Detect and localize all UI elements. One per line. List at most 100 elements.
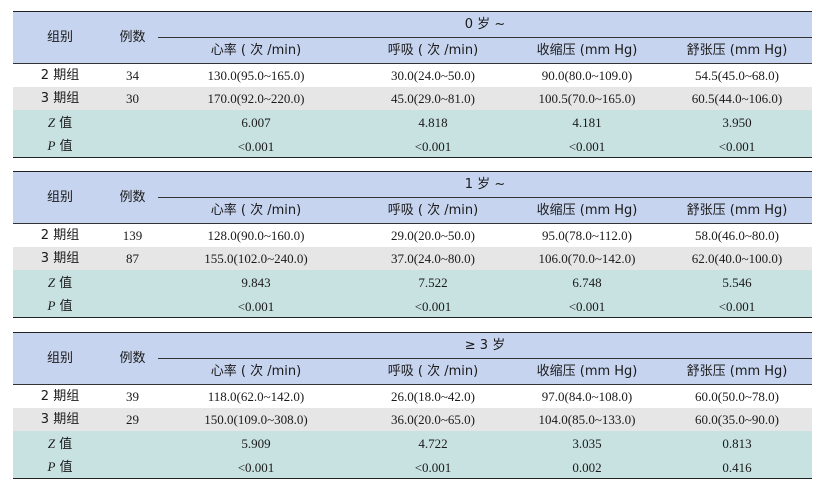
- hr-header: 心率 ( 次 /min): [158, 197, 354, 224]
- z-label: Z 值: [13, 431, 107, 456]
- rr-header: 呼吸 ( 次 /min): [354, 358, 512, 385]
- z-value-row: Z 值 6.007 4.818 4.181 3.950: [13, 110, 812, 135]
- count-cell: 87: [107, 247, 158, 270]
- z-label: Z 值: [13, 270, 107, 295]
- hr-cell: 128.0(90.0~160.0): [158, 223, 354, 247]
- stats-table-section-2: 组别 例数 1 岁 ~ 心率 ( 次 /min) 呼吸 ( 次 /min) 收缩压 (mm…: [13, 171, 812, 318]
- count-header: 例数: [107, 332, 158, 385]
- stats-table-section-1: 组别 例数 0 岁 ~ 心率 ( 次 /min) 呼吸 ( 次 /min) 收缩压 (mm…: [13, 11, 812, 158]
- z-value-row: Z 值 5.909 4.722 3.035 0.813: [13, 431, 812, 456]
- sbp-header: 收缩压 (mm Hg): [512, 358, 662, 385]
- z-dbp-cell: 5.546: [662, 270, 812, 295]
- p-rr-cell: <0.001: [354, 135, 512, 158]
- table-row: 3 期组 29 150.0(109.0~308.0) 36.0(20.0~65.0) 1…: [13, 408, 812, 431]
- z-sbp-cell: 3.035: [512, 431, 662, 456]
- dbp-cell: 62.0(40.0~100.0): [662, 247, 812, 270]
- group-cell: 3 期组: [13, 247, 107, 270]
- group-header: 组别: [13, 332, 107, 385]
- sbp-cell: 100.5(70.0~165.0): [512, 87, 662, 110]
- table-row: 2 期组 34 130.0(95.0~165.0) 30.0(24.0~50.0) 90…: [13, 63, 812, 87]
- count-header: 例数: [107, 11, 158, 64]
- group-header: 组别: [13, 11, 107, 64]
- dbp-cell: 58.0(46.0~80.0): [662, 223, 812, 247]
- count-cell: 139: [107, 223, 158, 247]
- p-hr-cell: <0.001: [158, 295, 354, 318]
- p-value-row: P 值 <0.001 <0.001 <0.001 <0.001: [13, 135, 812, 158]
- table-row: 3 期组 30 170.0(92.0~220.0) 45.0(29.0~81.0) 10…: [13, 87, 812, 110]
- p-rr-cell: <0.001: [354, 295, 512, 318]
- p-dbp-cell: <0.001: [662, 135, 812, 158]
- p-hr-cell: <0.001: [158, 456, 354, 479]
- hr-cell: 118.0(62.0~142.0): [158, 384, 354, 408]
- dbp-cell: 60.0(50.0~78.0): [662, 384, 812, 408]
- hr-cell: 130.0(95.0~165.0): [158, 63, 354, 87]
- z-rr-cell: 7.522: [354, 270, 512, 295]
- rr-cell: 29.0(20.0~50.0): [354, 223, 512, 247]
- p-value-row: P 值 <0.001 <0.001 0.002 0.416: [13, 456, 812, 479]
- dbp-cell: 54.5(45.0~68.0): [662, 63, 812, 87]
- rr-cell: 26.0(18.0~42.0): [354, 384, 512, 408]
- p-rr-cell: <0.001: [354, 456, 512, 479]
- dbp-cell: 60.5(44.0~106.0): [662, 87, 812, 110]
- rr-header: 呼吸 ( 次 /min): [354, 37, 512, 64]
- age-group-header: 1 岁 ~: [158, 171, 812, 198]
- p-value-row: P 值 <0.001 <0.001 <0.001 <0.001: [13, 295, 812, 318]
- p-dbp-cell: <0.001: [662, 295, 812, 318]
- p-hr-cell: <0.001: [158, 135, 354, 158]
- hr-header: 心率 ( 次 /min): [158, 358, 354, 385]
- table-row: 2 期组 39 118.0(62.0~142.0) 26.0(18.0~42.0) 97…: [13, 384, 812, 408]
- age-group-header: 0 岁 ~: [158, 11, 812, 38]
- z-value-row: Z 值 9.843 7.522 6.748 5.546: [13, 270, 812, 295]
- p-label: P 值: [13, 135, 107, 158]
- hr-cell: 170.0(92.0~220.0): [158, 87, 354, 110]
- count-cell: 34: [107, 63, 158, 87]
- p-sbp-cell: <0.001: [512, 295, 662, 318]
- z-label: Z 值: [13, 110, 107, 135]
- group-cell: 2 期组: [13, 223, 107, 247]
- sbp-cell: 106.0(70.0~142.0): [512, 247, 662, 270]
- z-dbp-cell: 0.813: [662, 431, 812, 456]
- z-dbp-cell: 3.950: [662, 110, 812, 135]
- sbp-cell: 95.0(78.0~112.0): [512, 223, 662, 247]
- group-cell: 3 期组: [13, 408, 107, 431]
- hr-cell: 155.0(102.0~240.0): [158, 247, 354, 270]
- hr-cell: 150.0(109.0~308.0): [158, 408, 354, 431]
- dbp-header: 舒张压 (mm Hg): [662, 37, 812, 64]
- sbp-cell: 90.0(80.0~109.0): [512, 63, 662, 87]
- count-cell: 30: [107, 87, 158, 110]
- sbp-header: 收缩压 (mm Hg): [512, 37, 662, 64]
- dbp-cell: 60.0(35.0~90.0): [662, 408, 812, 431]
- z-hr-cell: 9.843: [158, 270, 354, 295]
- z-hr-cell: 6.007: [158, 110, 354, 135]
- rr-cell: 30.0(24.0~50.0): [354, 63, 512, 87]
- sbp-header: 收缩压 (mm Hg): [512, 197, 662, 224]
- z-rr-cell: 4.818: [354, 110, 512, 135]
- rr-header: 呼吸 ( 次 /min): [354, 197, 512, 224]
- z-hr-cell: 5.909: [158, 431, 354, 456]
- dbp-header: 舒张压 (mm Hg): [662, 358, 812, 385]
- count-cell: 29: [107, 408, 158, 431]
- table-row: 3 期组 87 155.0(102.0~240.0) 37.0(24.0~80.0) 1…: [13, 247, 812, 270]
- dbp-header: 舒张压 (mm Hg): [662, 197, 812, 224]
- p-label: P 值: [13, 295, 107, 318]
- p-sbp-cell: <0.001: [512, 135, 662, 158]
- z-rr-cell: 4.722: [354, 431, 512, 456]
- p-sbp-cell: 0.002: [512, 456, 662, 479]
- group-header: 组别: [13, 171, 107, 224]
- count-header: 例数: [107, 171, 158, 224]
- z-sbp-cell: 6.748: [512, 270, 662, 295]
- z-sbp-cell: 4.181: [512, 110, 662, 135]
- hr-header: 心率 ( 次 /min): [158, 37, 354, 64]
- age-group-header: ≥ 3 岁: [158, 332, 812, 359]
- rr-cell: 37.0(24.0~80.0): [354, 247, 512, 270]
- stats-table-section-3: 组别 例数 ≥ 3 岁心率 ( 次 /min) 呼吸 ( 次 /min) 收缩压 (mm…: [13, 332, 812, 479]
- p-label: P 值: [13, 456, 107, 479]
- sbp-cell: 104.0(85.0~133.0): [512, 408, 662, 431]
- count-cell: 39: [107, 384, 158, 408]
- rr-cell: 36.0(20.0~65.0): [354, 408, 512, 431]
- p-dbp-cell: 0.416: [662, 456, 812, 479]
- sbp-cell: 97.0(84.0~108.0): [512, 384, 662, 408]
- rr-cell: 45.0(29.0~81.0): [354, 87, 512, 110]
- group-cell: 3 期组: [13, 87, 107, 110]
- table-row: 2 期组 139 128.0(90.0~160.0) 29.0(20.0~50.0) 9…: [13, 223, 812, 247]
